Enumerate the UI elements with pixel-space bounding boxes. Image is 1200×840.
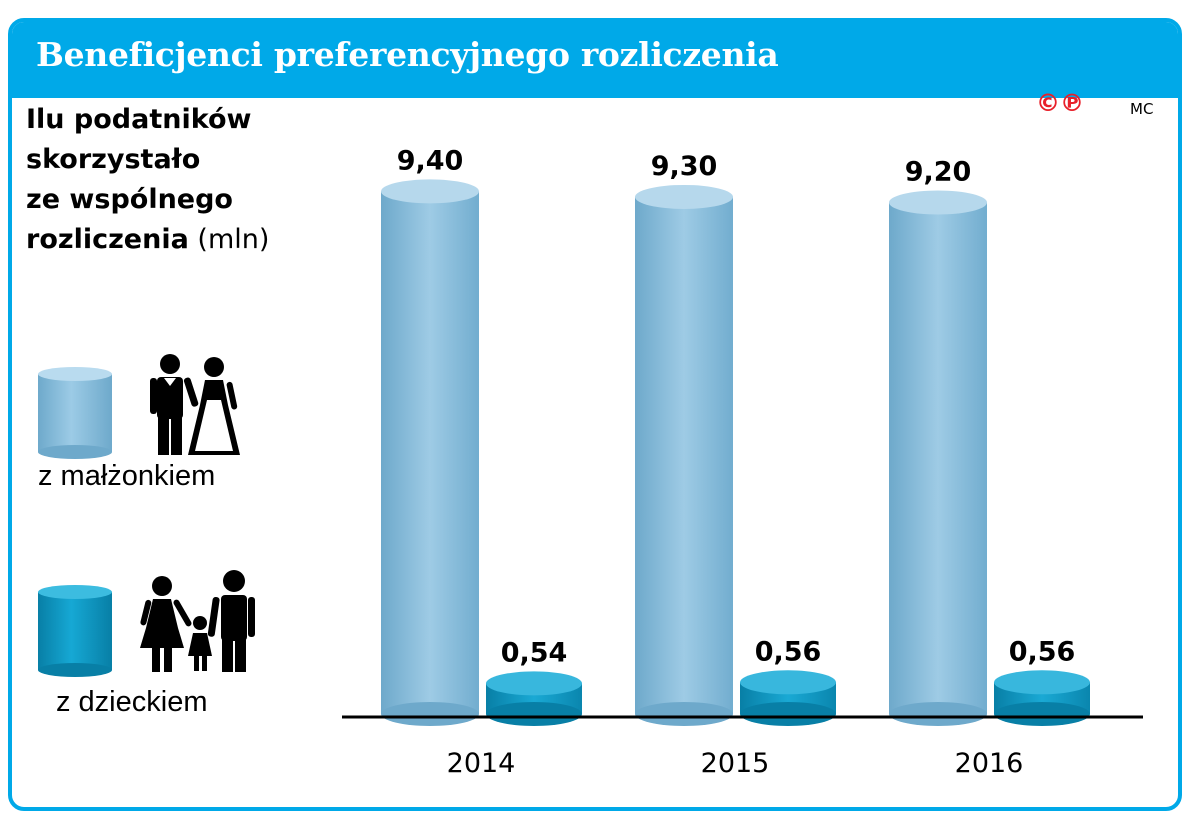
data-label-spouse-2016: 9,20: [905, 157, 972, 188]
data-label-child-2016: 0,56: [1009, 636, 1076, 667]
data-label-child-2014: 0,54: [501, 637, 568, 668]
x-tick-label-2015: 2015: [701, 748, 770, 779]
bar-spouse-2014: [381, 179, 479, 726]
chart-description: Ilu podatników skorzystało ze wspólnego …: [26, 100, 326, 260]
bar-child-2016: [994, 670, 1090, 726]
data-label-spouse-2015: 9,30: [651, 151, 718, 182]
bar-child-2014: [486, 671, 582, 726]
data-label-child-2015: 0,56: [755, 636, 822, 667]
description-line-2: skorzystało: [26, 144, 201, 175]
data-label-spouse-2014: 9,40: [397, 145, 464, 176]
legend-label-spouse: z małżonkiem: [38, 460, 216, 492]
bar-spouse-2015: [635, 184, 733, 726]
legend-label-child: z dzieckiem: [56, 686, 208, 718]
description-unit: (mln): [197, 224, 270, 255]
x-tick-label-2016: 2016: [955, 748, 1024, 779]
description-line-1: Ilu podatników: [26, 104, 252, 135]
publisher-logo: ©℗: [1036, 89, 1084, 117]
chart-title: Beneficjenci preferencyjnego rozliczenia: [36, 35, 779, 74]
bar-spouse-2016: [889, 190, 987, 726]
bar-child-2015: [740, 670, 836, 726]
source-label: MC: [1130, 100, 1154, 118]
description-line-3: ze wspólnego: [26, 184, 233, 215]
x-tick-label-2014: 2014: [447, 748, 516, 779]
description-line-4: rozliczenia: [26, 224, 189, 255]
title-bar: Beneficjenci preferencyjnego rozliczenia: [12, 22, 1178, 98]
